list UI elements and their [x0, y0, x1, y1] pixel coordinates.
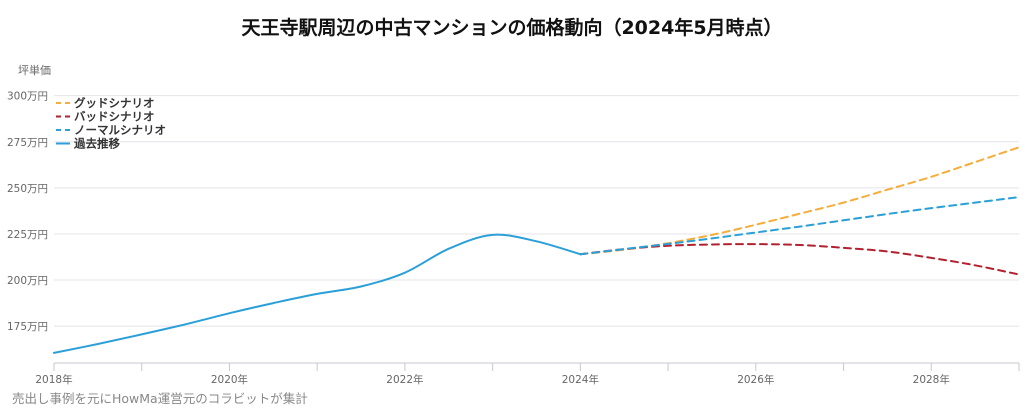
series-lines: [53, 146, 1020, 354]
series-line-bad-scenario: [579, 243, 1020, 276]
x-tick-label: 2022年: [386, 373, 423, 386]
y-axis-unit-label: 坪単価: [18, 63, 51, 77]
series-line-normal-scenario: [579, 196, 1020, 256]
y-tick-label: 225万円: [7, 229, 48, 241]
x-tick-label: 2018年: [35, 373, 72, 386]
x-tick-label: 2026年: [737, 373, 774, 386]
y-tick-label: 250万円: [7, 183, 48, 195]
legend-label-bad-scenario: バッドシナリオ: [74, 110, 155, 124]
y-axis-ticks: 175万円 200万円 225万円 250万円 275万円 300万円: [7, 91, 48, 333]
y-tick-label: 175万円: [7, 321, 48, 333]
chart-title: 天王寺駅周辺の中古マンションの価格動向（2024年5月時点）: [241, 16, 782, 39]
source-note: 売出し事例を元にHowMa運営元のコラビットが集計: [12, 391, 308, 406]
x-tick-label: 2024年: [562, 373, 599, 386]
x-axis: 2018年 2020年 2022年 2024年 2026年 2028年: [35, 362, 1020, 386]
x-tick-label: 2020年: [211, 373, 248, 386]
legend-label-normal-scenario: ノーマルシナリオ: [74, 123, 166, 137]
y-tick-label: 200万円: [7, 275, 48, 287]
y-tick-label: 300万円: [7, 91, 48, 103]
y-tick-label: 275万円: [7, 137, 48, 149]
x-tick-label: 2028年: [913, 373, 950, 386]
series-line-historical: [53, 233, 582, 354]
legend-label-good-scenario: グッドシナリオ: [74, 96, 155, 110]
series-line-good-scenario: [579, 146, 1020, 256]
grid-lines: [54, 95, 1019, 327]
legend-label-historical: 過去推移: [73, 137, 120, 151]
